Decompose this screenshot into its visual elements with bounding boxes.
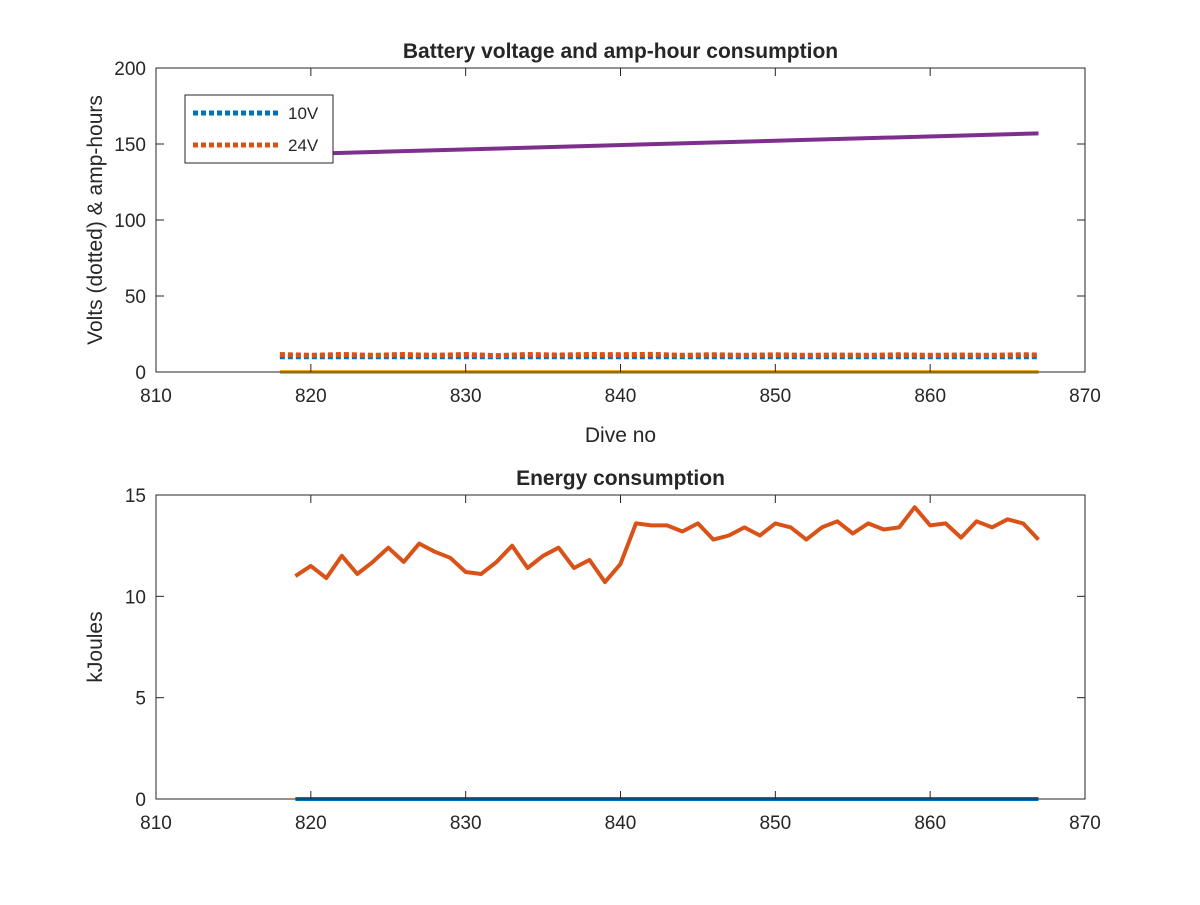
chart-title: Energy consumption [516, 467, 725, 490]
x-tick-label: 820 [295, 386, 327, 407]
legend-label-24v: 24V [288, 136, 319, 155]
y-tick-label: 100 [114, 211, 146, 232]
plot-1: 810 820 830 840 850 860 870 0 50 100 150 200 Battery… [84, 40, 1101, 447]
y-tick-label: 10 [125, 587, 146, 608]
x-tick-label: 810 [140, 813, 172, 834]
y-axis-label: kJoules [84, 611, 107, 682]
x-tick-label: 870 [1069, 386, 1101, 407]
legend-box [184, 94, 334, 164]
series-line-2-1 [294, 505, 1040, 585]
y-axis-label: Volts (dotted) & amp-hours [84, 95, 107, 345]
y-tick-label: 150 [114, 135, 146, 156]
axes-box [155, 494, 1086, 800]
x-tick-label: 840 [605, 386, 637, 407]
x-tick-label: 810 [140, 386, 172, 407]
legend-label-10v: 10V [288, 104, 319, 123]
x-tick-label: 850 [759, 386, 791, 407]
x-axis-label: Dive no [585, 424, 656, 447]
x-tick-label: 860 [914, 386, 946, 407]
x-tick-label: 860 [914, 813, 946, 834]
y-tick-label: 15 [125, 486, 146, 507]
y-tick-label: 200 [114, 59, 146, 80]
y-tick-label: 50 [125, 287, 146, 308]
x-tick-label: 850 [759, 813, 791, 834]
y-tick-label: 5 [135, 689, 146, 710]
series-line-24v [279, 351, 1039, 359]
x-tick-label: 840 [605, 813, 637, 834]
chart-title: Battery voltage and amp-hour consumption [403, 40, 838, 63]
x-tick-label: 830 [450, 813, 482, 834]
x-tick-label: 830 [450, 386, 482, 407]
x-tick-label: 820 [295, 813, 327, 834]
y-tick-label: 0 [135, 790, 146, 811]
y-tick-label: 0 [135, 363, 146, 384]
legend: 10V 24V [184, 94, 334, 164]
plot-2: 810 820 830 840 850 860 870 0 5 10 15 Energy consum… [84, 467, 1101, 834]
series-line-1-4 [279, 131, 1039, 157]
x-tick-label: 870 [1069, 813, 1101, 834]
